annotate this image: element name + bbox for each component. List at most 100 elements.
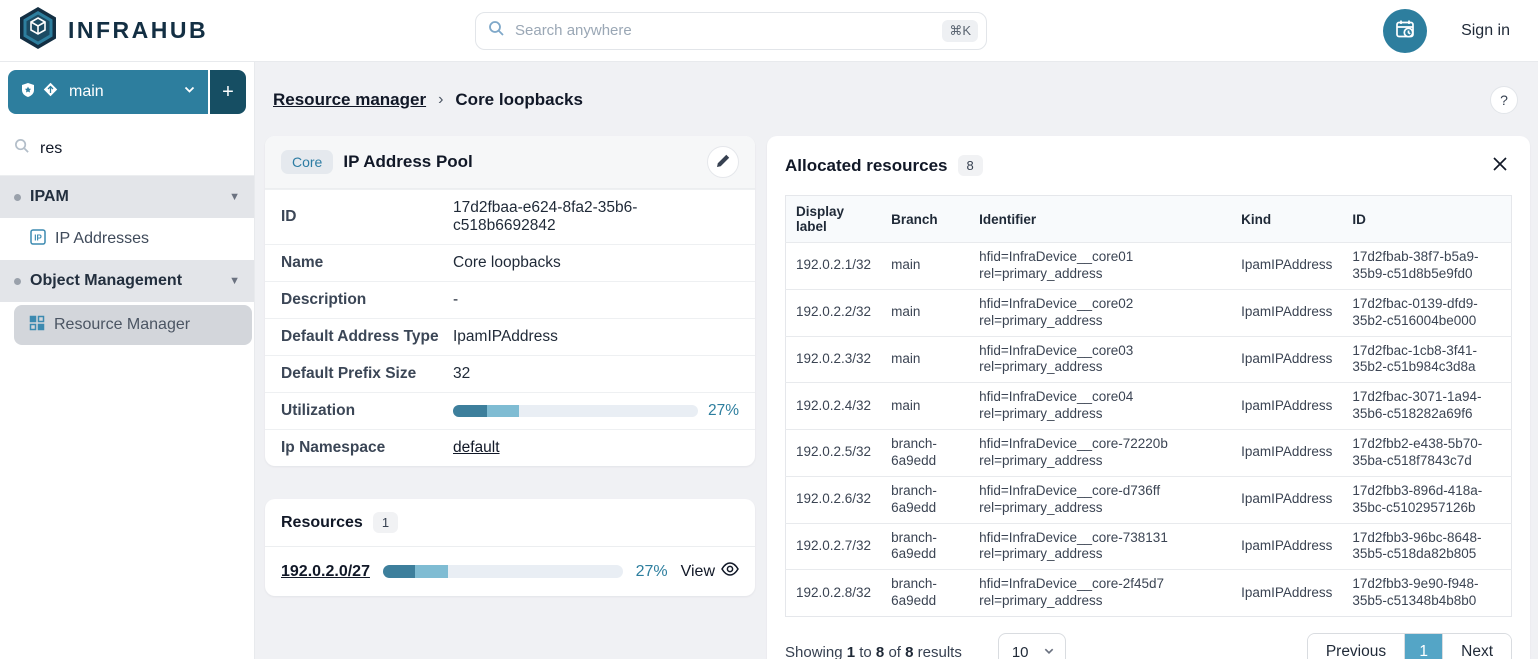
chevron-down-icon [183, 83, 196, 101]
cell-display-label: 192.0.2.8/32 [785, 569, 882, 617]
resources-card-header: Resources 1 [265, 499, 755, 547]
sidebar-item-resource-manager[interactable]: Resource Manager [14, 305, 252, 345]
grid-icon [29, 315, 45, 336]
sidebar-filter-input[interactable] [40, 139, 210, 158]
close-panel-button[interactable] [1488, 152, 1512, 179]
chevron-down-icon: ▼ [229, 191, 240, 203]
cell-kind: IpamIPAddress [1231, 382, 1343, 430]
pool-row-name: Name Core loopbacks [265, 244, 755, 281]
sidebar-item-ip-addresses[interactable]: IP IP Addresses [0, 218, 254, 260]
ip-namespace-link[interactable]: default [453, 439, 500, 456]
global-search[interactable]: ⌘K [475, 11, 987, 50]
prop-label: Description [281, 291, 367, 308]
add-branch-button[interactable]: + [210, 70, 246, 114]
sidebar-section-object-management[interactable]: Object Management ▼ [0, 260, 254, 302]
close-icon [1492, 157, 1508, 175]
prop-label: Utilization [281, 402, 356, 419]
cell-display-label: 192.0.2.3/32 [785, 335, 882, 383]
branch-icon [43, 82, 58, 102]
cell-kind: IpamIPAddress [1231, 335, 1343, 383]
left-column: Core IP Address Pool ID 17d2fbaa-e624-8f… [265, 136, 755, 596]
prefix-link[interactable]: 192.0.2.0/27 [281, 562, 370, 580]
resource-percent: 27% [635, 562, 668, 580]
utilization-progress-bar [453, 405, 698, 417]
pool-row-ip-namespace: Ip Namespace default [265, 429, 755, 466]
view-label: View [680, 562, 715, 580]
cell-branch: main [881, 335, 970, 383]
pagination: Previous 1 Next [1306, 633, 1512, 659]
global-search-input[interactable] [515, 22, 933, 39]
eye-icon [721, 562, 739, 581]
cell-id: 17d2fbb3-896d-418a-35bc-c5102957126b [1342, 475, 1512, 523]
cell-kind: IpamIPAddress [1231, 429, 1343, 477]
breadcrumb: Resource manager › Core loopbacks ? [255, 62, 1538, 136]
previous-page-button[interactable]: Previous [1307, 634, 1405, 659]
cell-identifier: hfid=InfraDevice__core01 rel=primary_addr… [969, 242, 1232, 290]
main-content: Resource manager › Core loopbacks ? Core… [255, 62, 1538, 659]
sidebar-filter[interactable] [0, 122, 254, 176]
cell-kind: IpamIPAddress [1231, 242, 1343, 290]
cell-id: 17d2fbac-1cb8-3f41-35b2-c51b984c3d8a [1342, 335, 1512, 383]
cell-identifier: hfid=InfraDevice__core-72220b rel=primary… [969, 429, 1232, 477]
pool-card-title: IP Address Pool [343, 152, 473, 171]
prop-value: Core loopbacks [453, 254, 561, 271]
svg-text:IP: IP [34, 233, 42, 242]
header-right: Sign in [1383, 8, 1538, 53]
pagination-footer: Showing 1 to 8 of 8 results 10 [785, 633, 1512, 659]
edit-pool-button[interactable] [707, 146, 739, 178]
cell-branch: branch-6a9edd [881, 475, 970, 523]
sidebar-item-label: Resource Manager [54, 316, 191, 333]
table-row: 192.0.2.8/32 branch-6a9edd hfid=InfraDev… [785, 569, 1512, 617]
hexagon-logo-icon [18, 6, 58, 55]
cell-id: 17d2fbab-38f7-b5a9-35b9-c51d8b5e9fd0 [1342, 242, 1512, 290]
cell-id: 17d2fbb2-e438-5b70-35ba-c518f7843c7d [1342, 429, 1512, 477]
schedule-avatar-button[interactable] [1383, 8, 1428, 53]
cell-id: 17d2fbb3-96bc-8648-35b5-c518da82b805 [1342, 522, 1512, 570]
allocated-table: Display label Branch Identifier Kind ID … [785, 195, 1512, 617]
cell-branch: branch-6a9edd [881, 569, 970, 617]
ip-square-icon: IP [30, 228, 46, 250]
cell-branch: branch-6a9edd [881, 429, 970, 477]
sidebar: main + IPAM ▼ IP [0, 62, 255, 659]
prop-value: 17d2fbaa-e624-8fa2-35b6-c518b6692842 [453, 199, 638, 234]
cell-branch: main [881, 382, 970, 430]
cell-identifier: hfid=InfraDevice__core04 rel=primary_addr… [969, 382, 1232, 430]
chevron-down-icon: ▼ [229, 275, 240, 287]
prop-value: IpamIPAddress [453, 328, 558, 345]
branch-selector[interactable]: main [8, 70, 208, 114]
search-icon [14, 138, 30, 159]
view-resource-button[interactable]: View [681, 562, 739, 581]
table-row: 192.0.2.2/32 main hfid=InfraDevice__core… [785, 288, 1512, 336]
prop-label: Default Prefix Size [281, 365, 417, 382]
sign-in-link[interactable]: Sign in [1461, 21, 1510, 39]
prop-label: Name [281, 254, 324, 271]
page-1-button[interactable]: 1 [1404, 634, 1443, 659]
sidebar-section-ipam[interactable]: IPAM ▼ [0, 176, 254, 218]
table-row: 192.0.2.1/32 main hfid=InfraDevice__core… [785, 242, 1512, 290]
page-size-select[interactable]: 10 [997, 633, 1066, 659]
allocated-title: Allocated resources [785, 155, 948, 175]
table-row: 192.0.2.7/32 branch-6a9edd hfid=InfraDev… [785, 522, 1512, 570]
cell-display-label: 192.0.2.1/32 [785, 242, 882, 290]
sidebar-item-label: IP Addresses [55, 230, 149, 247]
bullet-dot [14, 277, 21, 285]
branch-name: main [69, 83, 104, 100]
shortcut-badge: ⌘K [942, 19, 978, 42]
pencil-icon [716, 154, 730, 171]
search-icon [488, 20, 505, 42]
next-page-button[interactable]: Next [1442, 634, 1511, 659]
chevron-down-icon [1043, 644, 1055, 659]
content-columns: Core IP Address Pool ID 17d2fbaa-e624-8f… [255, 136, 1538, 659]
cell-id: 17d2fbac-3071-1a94-35b6-c518282a69f6 [1342, 382, 1512, 430]
cell-branch: branch-6a9edd [881, 522, 970, 570]
cell-display-label: 192.0.2.5/32 [785, 429, 882, 477]
cell-identifier: hfid=InfraDevice__core-2f45d7 rel=primary… [969, 569, 1232, 617]
cell-display-label: 192.0.2.4/32 [785, 382, 882, 430]
breadcrumb-resource-manager[interactable]: Resource manager [273, 90, 427, 109]
help-button[interactable]: ? [1490, 86, 1518, 114]
prop-label: Default Address Type [281, 328, 439, 345]
brand-logo[interactable]: INFRAHUB [0, 6, 255, 55]
resources-title: Resources [281, 513, 363, 531]
cell-id: 17d2fbac-0139-dfd9-35b2-c516004be000 [1342, 288, 1512, 336]
